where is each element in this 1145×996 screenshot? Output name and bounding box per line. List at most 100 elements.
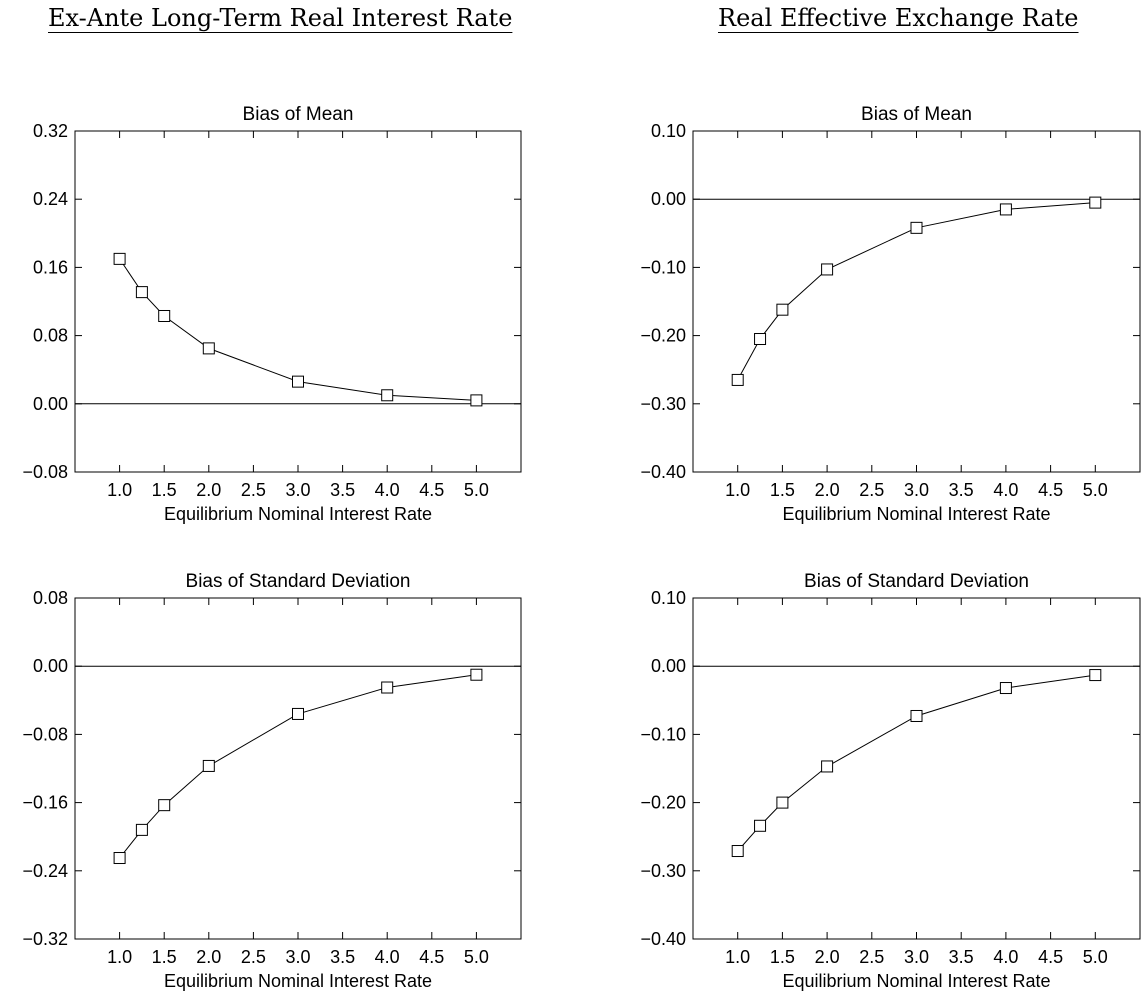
y-tick-label: −0.08 xyxy=(22,462,68,482)
x-tick-label: 3.0 xyxy=(904,947,929,967)
series-line xyxy=(119,674,477,859)
data-point-marker xyxy=(754,333,767,346)
y-tick-label: 0.10 xyxy=(651,121,686,141)
x-tick-label: 4.0 xyxy=(375,947,400,967)
y-tick-label: 0.00 xyxy=(651,656,686,676)
y-tick-label: −0.30 xyxy=(640,394,686,414)
data-point-marker xyxy=(135,823,148,836)
data-point-marker xyxy=(1089,196,1102,209)
heading-long-term-real-interest-rate: Ex-Ante Long-Term Real Interest Rate xyxy=(48,4,513,32)
data-point-marker xyxy=(202,342,215,355)
data-point-marker xyxy=(821,760,834,773)
x-tick-label: 2.5 xyxy=(859,947,884,967)
x-axis-label: Equilibrium Nominal Interest Rate xyxy=(164,504,432,524)
data-point-marker xyxy=(910,221,923,234)
chart-panel-3: Bias of Standard Deviation Equilibrium No… xyxy=(22,571,522,991)
y-tick-label: −0.20 xyxy=(640,793,686,813)
data-point-marker xyxy=(821,263,834,276)
y-tick-label: 0.08 xyxy=(33,588,68,608)
x-tick-label: 1.0 xyxy=(725,480,750,500)
y-tick-label: −0.40 xyxy=(640,462,686,482)
y-tick-label: −0.32 xyxy=(22,929,68,949)
x-tick-label: 3.0 xyxy=(904,480,929,500)
y-tick-label: −0.10 xyxy=(640,724,686,744)
data-point-marker xyxy=(999,203,1012,216)
chart-panel-2: Bias of Mean Equilibrium Nominal Interest… xyxy=(640,104,1141,524)
y-tick-label: −0.40 xyxy=(640,929,686,949)
x-tick-label: 1.5 xyxy=(152,947,177,967)
x-tick-label: 2.5 xyxy=(241,480,266,500)
data-point-marker xyxy=(910,709,923,722)
y-tick-label: 0.10 xyxy=(651,588,686,608)
data-point-marker xyxy=(999,682,1012,695)
y-tick-label: −0.16 xyxy=(22,793,68,813)
y-tick-label: 0.16 xyxy=(33,257,68,277)
data-point-marker xyxy=(113,852,126,865)
plot-frame xyxy=(692,130,1141,473)
y-tick-label: −0.08 xyxy=(22,724,68,744)
y-tick-label: 0.08 xyxy=(33,326,68,346)
x-axis-label: Equilibrium Nominal Interest Rate xyxy=(782,504,1050,524)
x-tick-label: 5.0 xyxy=(1083,480,1108,500)
data-point-marker xyxy=(754,819,767,832)
x-tick-label: 5.0 xyxy=(464,480,489,500)
plot-frame xyxy=(74,597,522,940)
y-tick-label: −0.30 xyxy=(640,861,686,881)
data-point-marker xyxy=(381,389,394,402)
data-point-marker xyxy=(292,375,304,388)
heading-real-effective-exchange-rate: Real Effective Exchange Rate xyxy=(718,4,1079,32)
x-axis-label: Equilibrium Nominal Interest Rate xyxy=(164,971,432,991)
chart-title: Bias of Standard Deviation xyxy=(186,571,411,592)
x-tick-label: 4.5 xyxy=(1038,480,1063,500)
x-tick-label: 1.0 xyxy=(725,947,750,967)
data-point-marker xyxy=(202,759,215,772)
x-tick-label: 4.0 xyxy=(375,480,400,500)
x-tick-label: 1.0 xyxy=(107,480,132,500)
plot-frame xyxy=(692,597,1141,940)
data-point-marker xyxy=(776,303,789,316)
chart-title: Bias of Mean xyxy=(243,104,354,125)
x-tick-label: 4.5 xyxy=(419,480,444,500)
x-tick-label: 5.0 xyxy=(464,947,489,967)
data-point-marker xyxy=(292,707,304,720)
data-point-marker xyxy=(776,796,789,809)
data-point-marker xyxy=(1089,669,1102,682)
x-tick-label: 2.0 xyxy=(815,480,840,500)
chart-title: Bias of Mean xyxy=(861,104,972,125)
x-tick-label: 2.5 xyxy=(241,947,266,967)
plot-frame xyxy=(74,130,522,473)
x-tick-label: 2.0 xyxy=(815,947,840,967)
x-tick-label: 3.5 xyxy=(330,947,355,967)
chart-panel-4: Bias of Standard Deviation Equilibrium No… xyxy=(640,571,1141,991)
x-tick-label: 1.0 xyxy=(107,947,132,967)
data-point-marker xyxy=(470,668,483,681)
data-point-marker xyxy=(158,309,171,322)
data-point-marker xyxy=(470,394,483,407)
y-tick-label: −0.20 xyxy=(640,326,686,346)
x-axis-label: Equilibrium Nominal Interest Rate xyxy=(782,971,1050,991)
x-tick-label: 4.5 xyxy=(419,947,444,967)
x-tick-label: 3.0 xyxy=(285,947,310,967)
y-tick-label: −0.24 xyxy=(22,861,68,881)
data-point-marker xyxy=(135,286,148,299)
x-tick-label: 1.5 xyxy=(770,480,795,500)
x-tick-label: 3.5 xyxy=(949,947,974,967)
x-tick-label: 1.5 xyxy=(152,480,177,500)
y-tick-label: 0.00 xyxy=(651,189,686,209)
y-tick-label: 0.24 xyxy=(33,189,68,209)
x-tick-label: 4.5 xyxy=(1038,947,1063,967)
x-tick-label: 1.5 xyxy=(770,947,795,967)
x-tick-label: 2.0 xyxy=(196,947,221,967)
y-tick-label: 0.00 xyxy=(33,656,68,676)
x-tick-label: 4.0 xyxy=(993,480,1018,500)
series-line xyxy=(737,674,1096,852)
chart-title: Bias of Standard Deviation xyxy=(804,571,1029,592)
x-tick-label: 3.5 xyxy=(330,480,355,500)
data-point-marker xyxy=(381,681,394,694)
x-tick-label: 3.0 xyxy=(285,480,310,500)
x-tick-label: 5.0 xyxy=(1083,947,1108,967)
data-point-marker xyxy=(731,845,744,858)
data-point-marker xyxy=(158,799,171,812)
data-point-marker xyxy=(731,373,744,386)
